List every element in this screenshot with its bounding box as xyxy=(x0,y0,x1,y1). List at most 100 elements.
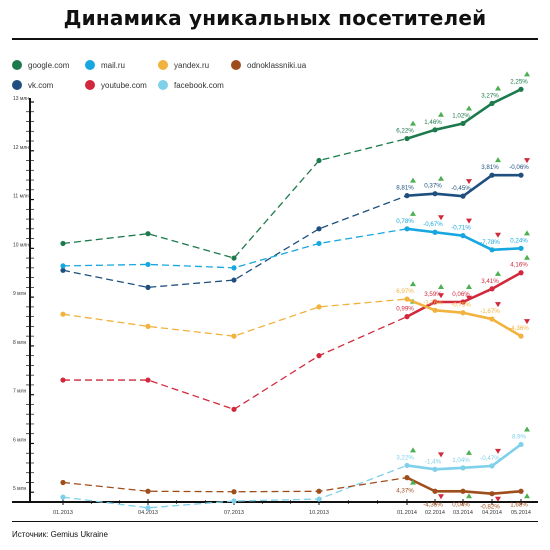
legend-label-yandex: yandex.ru xyxy=(174,61,210,70)
series-point xyxy=(460,120,466,127)
series-point xyxy=(432,299,438,305)
series-line-dashed xyxy=(62,195,408,289)
change-label: -7,78% xyxy=(480,239,500,246)
series-point xyxy=(489,286,495,292)
legend-swatch-youtube xyxy=(85,80,95,90)
series-point xyxy=(145,231,151,237)
x-tick-label: 01.2014 xyxy=(397,510,417,516)
legend-label-youtube: youtube.com xyxy=(101,81,147,90)
series-point xyxy=(489,463,495,469)
series-line-dashed xyxy=(62,298,408,337)
series-point xyxy=(489,100,495,107)
series-point xyxy=(404,193,410,199)
series-point xyxy=(404,314,410,320)
series-point xyxy=(60,267,66,273)
change-label: 0,06% xyxy=(452,291,470,298)
change-label: -4,36% xyxy=(509,325,529,332)
series-point xyxy=(404,135,410,142)
series-point xyxy=(316,226,322,232)
series-point xyxy=(518,86,524,92)
x-tick-label: 04.2013 xyxy=(138,510,158,516)
series-point xyxy=(518,333,524,339)
series-point xyxy=(60,479,66,486)
change-up-marker xyxy=(410,177,416,183)
change-label: 8,9% xyxy=(512,433,527,440)
x-tick-label: 10.2013 xyxy=(309,510,329,516)
change-label: 6,97% xyxy=(396,288,414,295)
legend: google.com mail.ru yandex.ru odnoklassni… xyxy=(12,58,532,94)
y-tick-label: 11 млн xyxy=(13,194,29,200)
change-down-marker xyxy=(495,302,501,308)
change-label: 0,37% xyxy=(424,183,442,190)
change-up-marker xyxy=(524,71,530,77)
change-down-marker xyxy=(495,448,501,454)
change-down-marker xyxy=(438,494,444,500)
series-point xyxy=(460,233,466,239)
y-tick-label: 7 млн xyxy=(13,389,27,395)
change-up-marker xyxy=(524,230,530,236)
series-point xyxy=(489,247,495,253)
change-label: 1,68% xyxy=(510,501,528,508)
legend-swatch-mail xyxy=(85,60,95,70)
series-point xyxy=(518,270,524,276)
change-down-marker xyxy=(438,293,444,299)
series-point xyxy=(518,488,524,494)
series-point xyxy=(404,226,410,232)
change-label: 0,78% xyxy=(396,218,414,225)
change-down-marker xyxy=(524,319,530,325)
x-tick-label: 02.2014 xyxy=(425,510,445,516)
y-tick-label: 5 млн xyxy=(13,486,27,492)
series-point xyxy=(489,491,495,497)
series-point xyxy=(316,157,322,164)
y-tick-label: 8 млн xyxy=(13,340,27,346)
change-up-marker xyxy=(495,85,501,91)
series-point xyxy=(316,353,322,359)
series-point xyxy=(145,323,151,329)
change-up-marker xyxy=(410,447,416,453)
legend-label-odnoklassniki: odnoklassniki.ua xyxy=(247,61,307,70)
change-label: -0,67% xyxy=(423,221,443,228)
change-up-marker xyxy=(410,281,416,287)
series-point xyxy=(432,307,438,313)
change-label: -1,76% xyxy=(423,299,443,306)
change-label: 8,81% xyxy=(396,185,414,192)
change-up-marker xyxy=(438,111,444,117)
series-point xyxy=(145,284,151,290)
change-up-marker xyxy=(466,284,472,289)
series-line-dashed xyxy=(62,228,408,269)
change-down-marker xyxy=(438,215,444,221)
change-label: 1,04% xyxy=(452,457,470,464)
series-point xyxy=(432,191,438,197)
change-label: 0,99% xyxy=(396,306,414,313)
change-label: 3,41% xyxy=(481,278,499,285)
change-label: -1,67% xyxy=(480,308,500,315)
y-tick-label: 9 млн xyxy=(13,291,27,297)
change-label: 1,02% xyxy=(452,112,470,119)
change-label: 6,22% xyxy=(396,128,414,135)
legend-label-facebook: facebook.com xyxy=(174,81,224,90)
legend-swatch-odnoklassniki xyxy=(231,60,241,70)
series-point xyxy=(60,263,66,269)
change-label: 3,27% xyxy=(481,92,499,99)
series-point xyxy=(316,240,322,247)
source-note: Источник: Gemius Ukraine xyxy=(12,530,108,539)
series-point xyxy=(489,316,495,322)
series-point xyxy=(231,277,237,283)
change-up-marker xyxy=(438,284,444,289)
legend-label-vk: vk.com xyxy=(28,81,54,90)
change-up-marker xyxy=(410,210,416,216)
series-point xyxy=(60,311,66,317)
series-point xyxy=(231,333,237,339)
x-tick-label: 01.2013 xyxy=(53,510,73,516)
series-line-solid xyxy=(406,227,522,252)
series-point xyxy=(404,475,410,481)
series-point xyxy=(460,465,466,471)
series-point xyxy=(432,488,438,494)
series-point xyxy=(231,265,237,271)
series-point xyxy=(60,377,66,383)
y-tick-label: 10 млн xyxy=(13,242,29,248)
legend-swatch-google xyxy=(12,60,22,70)
series-point xyxy=(460,488,466,494)
